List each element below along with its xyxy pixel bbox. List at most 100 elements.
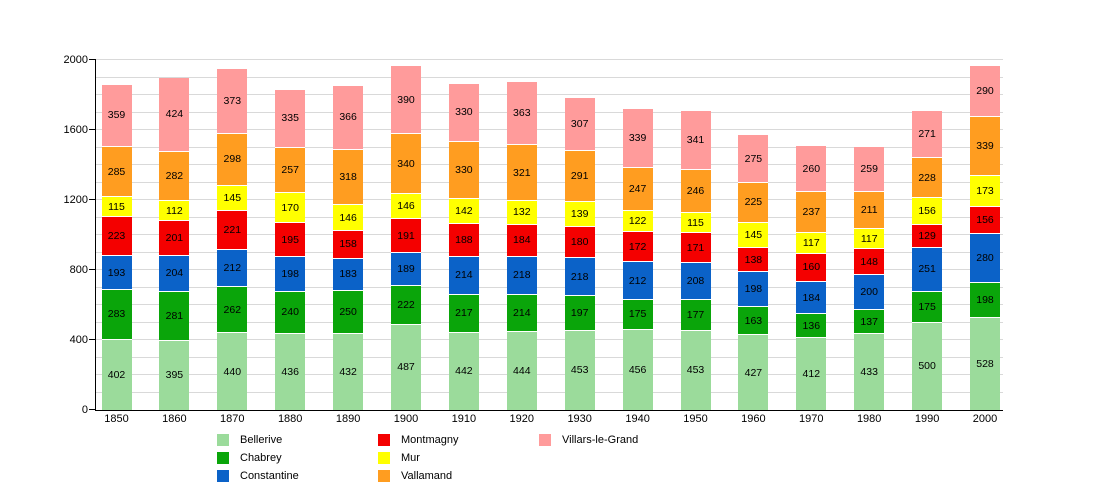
x-axis-tick-label: 1900: [393, 413, 419, 425]
x-axis-tick-label: 1950: [683, 413, 708, 425]
segment-value-label: 112: [166, 204, 183, 217]
segment-vallamand: 282: [159, 151, 190, 202]
legend-column: Bellerive Chabrey Constantine: [217, 431, 378, 485]
y-axis-tick: [89, 59, 96, 60]
x-axis-tick-label: 1930: [567, 413, 592, 425]
segment-value-label: 139: [570, 207, 589, 220]
segment-value-label: 298: [223, 153, 242, 166]
segment-value-label: 175: [628, 308, 647, 321]
segment-value-label: 189: [397, 262, 415, 275]
segment-value-label: 122: [628, 215, 647, 228]
segment-constantine: 189: [391, 252, 421, 286]
segment-value-label: 212: [223, 262, 242, 275]
segment-villars-le-grand: 363: [506, 81, 537, 146]
segment-vallamand: 211: [854, 191, 885, 229]
gridline: [96, 356, 1003, 358]
legend-item-vallamand: Vallamand: [378, 467, 539, 485]
segment-value-label: 453: [570, 364, 589, 377]
segment-value-label: 290: [976, 85, 994, 98]
segment-montmagny: 223: [101, 217, 132, 257]
segment-chabrey: 136: [796, 314, 827, 338]
segment-chabrey: 198: [970, 282, 1000, 318]
segment-value-label: 198: [281, 267, 299, 280]
segment-villars-le-grand: 339: [622, 108, 653, 168]
legend-label: Chabrey: [240, 452, 282, 464]
segment-value-label: 240: [281, 306, 299, 319]
segment-value-label: 117: [860, 232, 878, 245]
segment-value-label: 427: [744, 366, 763, 379]
bar-1850: 402 283 193 223 115 285 359: [101, 84, 132, 410]
plot-area: 0 400 800 1200 1600 2000 402 283 193 223 115 285 359…: [64, 54, 1003, 425]
legend-column: Montmagny Mur Vallamand: [378, 431, 539, 485]
segment-value-label: 335: [281, 112, 299, 125]
x-axis-tick-label: 1990: [914, 413, 940, 425]
segment-value-label: 225: [744, 196, 763, 209]
segment-value-label: 198: [744, 282, 763, 295]
segment-value-label: 146: [397, 200, 415, 213]
segment-value-label: 156: [918, 205, 936, 218]
segment-bellerive: 440: [217, 333, 248, 410]
segment-vallamand: 225: [738, 183, 769, 223]
legend-swatch-chabrey: [217, 452, 229, 464]
segment-value-label: 137: [860, 315, 878, 328]
segment-value-label: 163: [744, 314, 763, 327]
segment-value-label: 280: [976, 251, 994, 264]
bar-2000: 528 198 280 156 173 339 290: [970, 66, 1000, 410]
segment-value-label: 222: [397, 298, 415, 311]
segment-montmagny: 129: [912, 225, 943, 248]
legend-label: Mur: [401, 452, 420, 464]
segment-villars-le-grand: 260: [796, 146, 827, 192]
legend-column: Villars-le-Grand: [539, 431, 700, 485]
segment-value-label: 115: [687, 216, 704, 229]
x-axis-tick-label: 1980: [856, 413, 882, 425]
segment-montmagny: 158: [333, 230, 364, 259]
bar-1910: 442 217 214 188 142 330 330: [448, 83, 479, 410]
gridline: [96, 234, 1003, 235]
segment-value-label: 283: [107, 308, 126, 321]
segment-montmagny: 138: [738, 247, 769, 273]
segment-value-label: 340: [397, 157, 415, 170]
segment-bellerive: 395: [159, 340, 190, 410]
y-axis-tick: [89, 199, 96, 200]
segment-constantine: 183: [333, 258, 364, 291]
segment-value-label: 262: [223, 303, 242, 316]
segment-vallamand: 291: [564, 151, 595, 203]
segment-vallamand: 340: [391, 134, 421, 194]
segment-montmagny: 195: [275, 222, 306, 258]
segment-value-label: 218: [570, 270, 589, 283]
segment-montmagny: 148: [854, 249, 885, 276]
segment-villars-le-grand: 366: [333, 85, 364, 150]
segment-value-label: 285: [107, 165, 126, 178]
gridline: [96, 76, 1003, 78]
bar-1960: 427 163 198 138 145 225 275: [738, 135, 769, 410]
legend-swatch-mur: [378, 452, 390, 464]
segment-vallamand: 247: [622, 167, 653, 212]
legend: Bellerive Chabrey Constantine Montmagny Mur V…: [217, 431, 700, 485]
segment-value-label: 260: [802, 162, 821, 175]
gridline: [96, 286, 1003, 288]
segment-constantine: 212: [217, 250, 248, 288]
segment-value-label: 212: [628, 274, 647, 287]
segment-value-label: 487: [397, 361, 415, 374]
x-axis-tick-label: 1910: [451, 413, 477, 425]
segment-value-label: 456: [628, 364, 647, 377]
y-axis-tick: [89, 269, 96, 270]
segment-value-label: 330: [455, 106, 473, 119]
segment-value-label: 247: [628, 182, 647, 195]
legend-item-villars-le-grand: Villars-le-Grand: [539, 431, 700, 449]
segment-value-label: 402: [107, 368, 126, 381]
segment-mur: 117: [854, 228, 885, 250]
gridline: [96, 94, 1003, 95]
segment-value-label: 204: [165, 267, 184, 280]
segment-villars-le-grand: 359: [101, 84, 132, 148]
x-axis-tick-label: 1860: [162, 413, 187, 425]
segment-value-label: 424: [165, 108, 184, 121]
segment-value-label: 217: [455, 307, 473, 320]
x-axis-tick-label: 1970: [799, 413, 824, 425]
segment-chabrey: 137: [854, 310, 885, 335]
segment-value-label: 184: [513, 234, 531, 247]
segment-value-label: 138: [744, 253, 763, 266]
gridline: [96, 339, 1003, 340]
segment-mur: 170: [275, 193, 306, 223]
segment-value-label: 129: [918, 230, 936, 243]
